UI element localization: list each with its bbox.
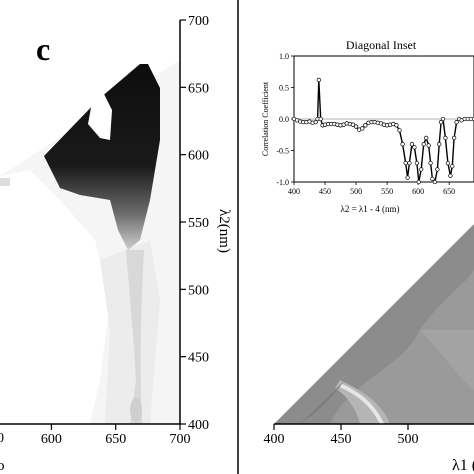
inset-data-point xyxy=(360,126,365,131)
left-y-tick-label: 600 xyxy=(188,149,209,164)
inset-data-point xyxy=(409,142,415,147)
inset-data-point xyxy=(432,179,438,185)
left-y-ticks: 400 450 500 550 600 650 700 xyxy=(180,14,209,433)
inset-data-point xyxy=(419,167,424,172)
inset-data-point xyxy=(414,160,420,166)
inset-data-point xyxy=(428,160,433,166)
inset-x-tick-label: 400 xyxy=(288,187,300,196)
inset-y-tick-label: 0.0 xyxy=(279,115,289,124)
inset-data-point xyxy=(426,143,431,148)
inset-data-point xyxy=(397,128,402,133)
inset-data-point xyxy=(405,175,410,180)
right-x-tick-label: 500 xyxy=(398,432,419,447)
right-heatmap-streak xyxy=(339,383,384,424)
inset-data-point xyxy=(407,160,412,166)
left-heatmap xyxy=(0,60,180,424)
inset-data-point xyxy=(313,119,318,125)
inset-x-tick-label: 550 xyxy=(381,187,393,196)
inset-x-axis-label: λ2 = λ1 - 4 (nm) xyxy=(340,204,399,214)
left-y-tick-label: 400 xyxy=(188,418,209,433)
inset-y-ticks: 1.0 0.5 0.0 -0.5 -1.0 xyxy=(276,52,294,187)
inset-y-tick-label: 0.5 xyxy=(279,84,289,93)
inset-x-tick-label: 500 xyxy=(350,187,362,196)
right-axes: 400 450 500 λ1 ( xyxy=(264,423,474,474)
inset-y-tick-label: -1.0 xyxy=(276,178,289,187)
left-x-tick-label: 700 xyxy=(170,432,191,447)
right-x-ticks: 400 450 500 xyxy=(264,424,419,447)
inset-data-point xyxy=(316,77,321,83)
left-cropped-label: o xyxy=(0,458,5,474)
inset-data-point xyxy=(403,160,408,166)
panel-label: c xyxy=(36,31,50,67)
inset-data-point xyxy=(438,119,444,125)
right-x-tick-label: 450 xyxy=(331,432,352,447)
right-x-axis-label: λ1 ( xyxy=(452,457,474,474)
left-heatmap-lighter-region xyxy=(100,240,160,424)
inset-data-point xyxy=(350,122,356,127)
inset-y-tick-label: 1.0 xyxy=(279,52,289,61)
left-heatmap-spot xyxy=(130,398,142,422)
inset-data-point xyxy=(445,160,451,166)
left-cropped-tick: 0 xyxy=(0,431,4,446)
inset-data-point xyxy=(454,119,459,125)
inset-data-point xyxy=(353,124,359,129)
left-y-tick-label: 650 xyxy=(188,81,209,96)
left-heatmap-white-notch xyxy=(88,94,112,140)
inset-data-point xyxy=(416,179,421,185)
inset-data-point xyxy=(437,142,442,147)
inset-data-point xyxy=(430,176,435,182)
left-heatmap-streak xyxy=(126,250,144,424)
inset-x-ticks: 400 450 500 550 600 650 xyxy=(288,182,455,196)
inset-x-tick-label: 450 xyxy=(319,187,331,196)
inset-data-point xyxy=(450,164,455,169)
right-heatmap-region-c xyxy=(420,330,474,390)
left-y-tick-label: 550 xyxy=(188,216,209,231)
inset-data-point xyxy=(448,173,453,178)
inset-data-point xyxy=(435,167,440,172)
right-heatmap-region-a xyxy=(330,270,474,424)
left-y-tick-label: 500 xyxy=(188,283,209,298)
inset-data-point xyxy=(394,123,399,128)
inset-x-tick-label: 650 xyxy=(443,187,455,196)
left-y-tick-label: 700 xyxy=(188,14,209,29)
left-heatmap-dark-wedge xyxy=(44,64,160,250)
inset-data-point xyxy=(443,135,448,141)
inset-title: Diagonal Inset xyxy=(346,38,417,52)
left-y-axis-label: λ2(nm) xyxy=(216,209,232,253)
inset-data-point xyxy=(421,142,426,147)
right-x-tick-label: 400 xyxy=(264,432,285,447)
left-y-tick-label: 450 xyxy=(188,351,209,366)
left-x-tick-label: 650 xyxy=(105,432,126,447)
inset-data-point xyxy=(440,116,446,122)
inset-x-tick-label: 600 xyxy=(412,187,424,196)
left-axes: 400 450 500 550 600 650 700 600 650 700 λ2(nm) 0… xyxy=(0,14,232,474)
inset-chart: Diagonal Inset 1.0 0.5 0.0 -0.5 -1.0 400 450 5… xyxy=(258,38,474,216)
inset-y-tick-label: -0.5 xyxy=(276,147,289,156)
left-x-tick-label: 600 xyxy=(41,432,62,447)
inset-y-axis-label: Correlation Coefficient xyxy=(261,81,270,156)
inset-data-point xyxy=(451,135,457,141)
inset-data-point xyxy=(400,142,405,147)
inset-series-points xyxy=(291,77,474,185)
inset-data-point xyxy=(412,145,417,150)
inset-data-point xyxy=(424,135,429,141)
left-x-ticks: 600 650 700 xyxy=(41,424,191,447)
right-heatmap xyxy=(274,224,474,424)
inset-data-point xyxy=(318,116,323,122)
inset-data-point xyxy=(363,123,368,128)
